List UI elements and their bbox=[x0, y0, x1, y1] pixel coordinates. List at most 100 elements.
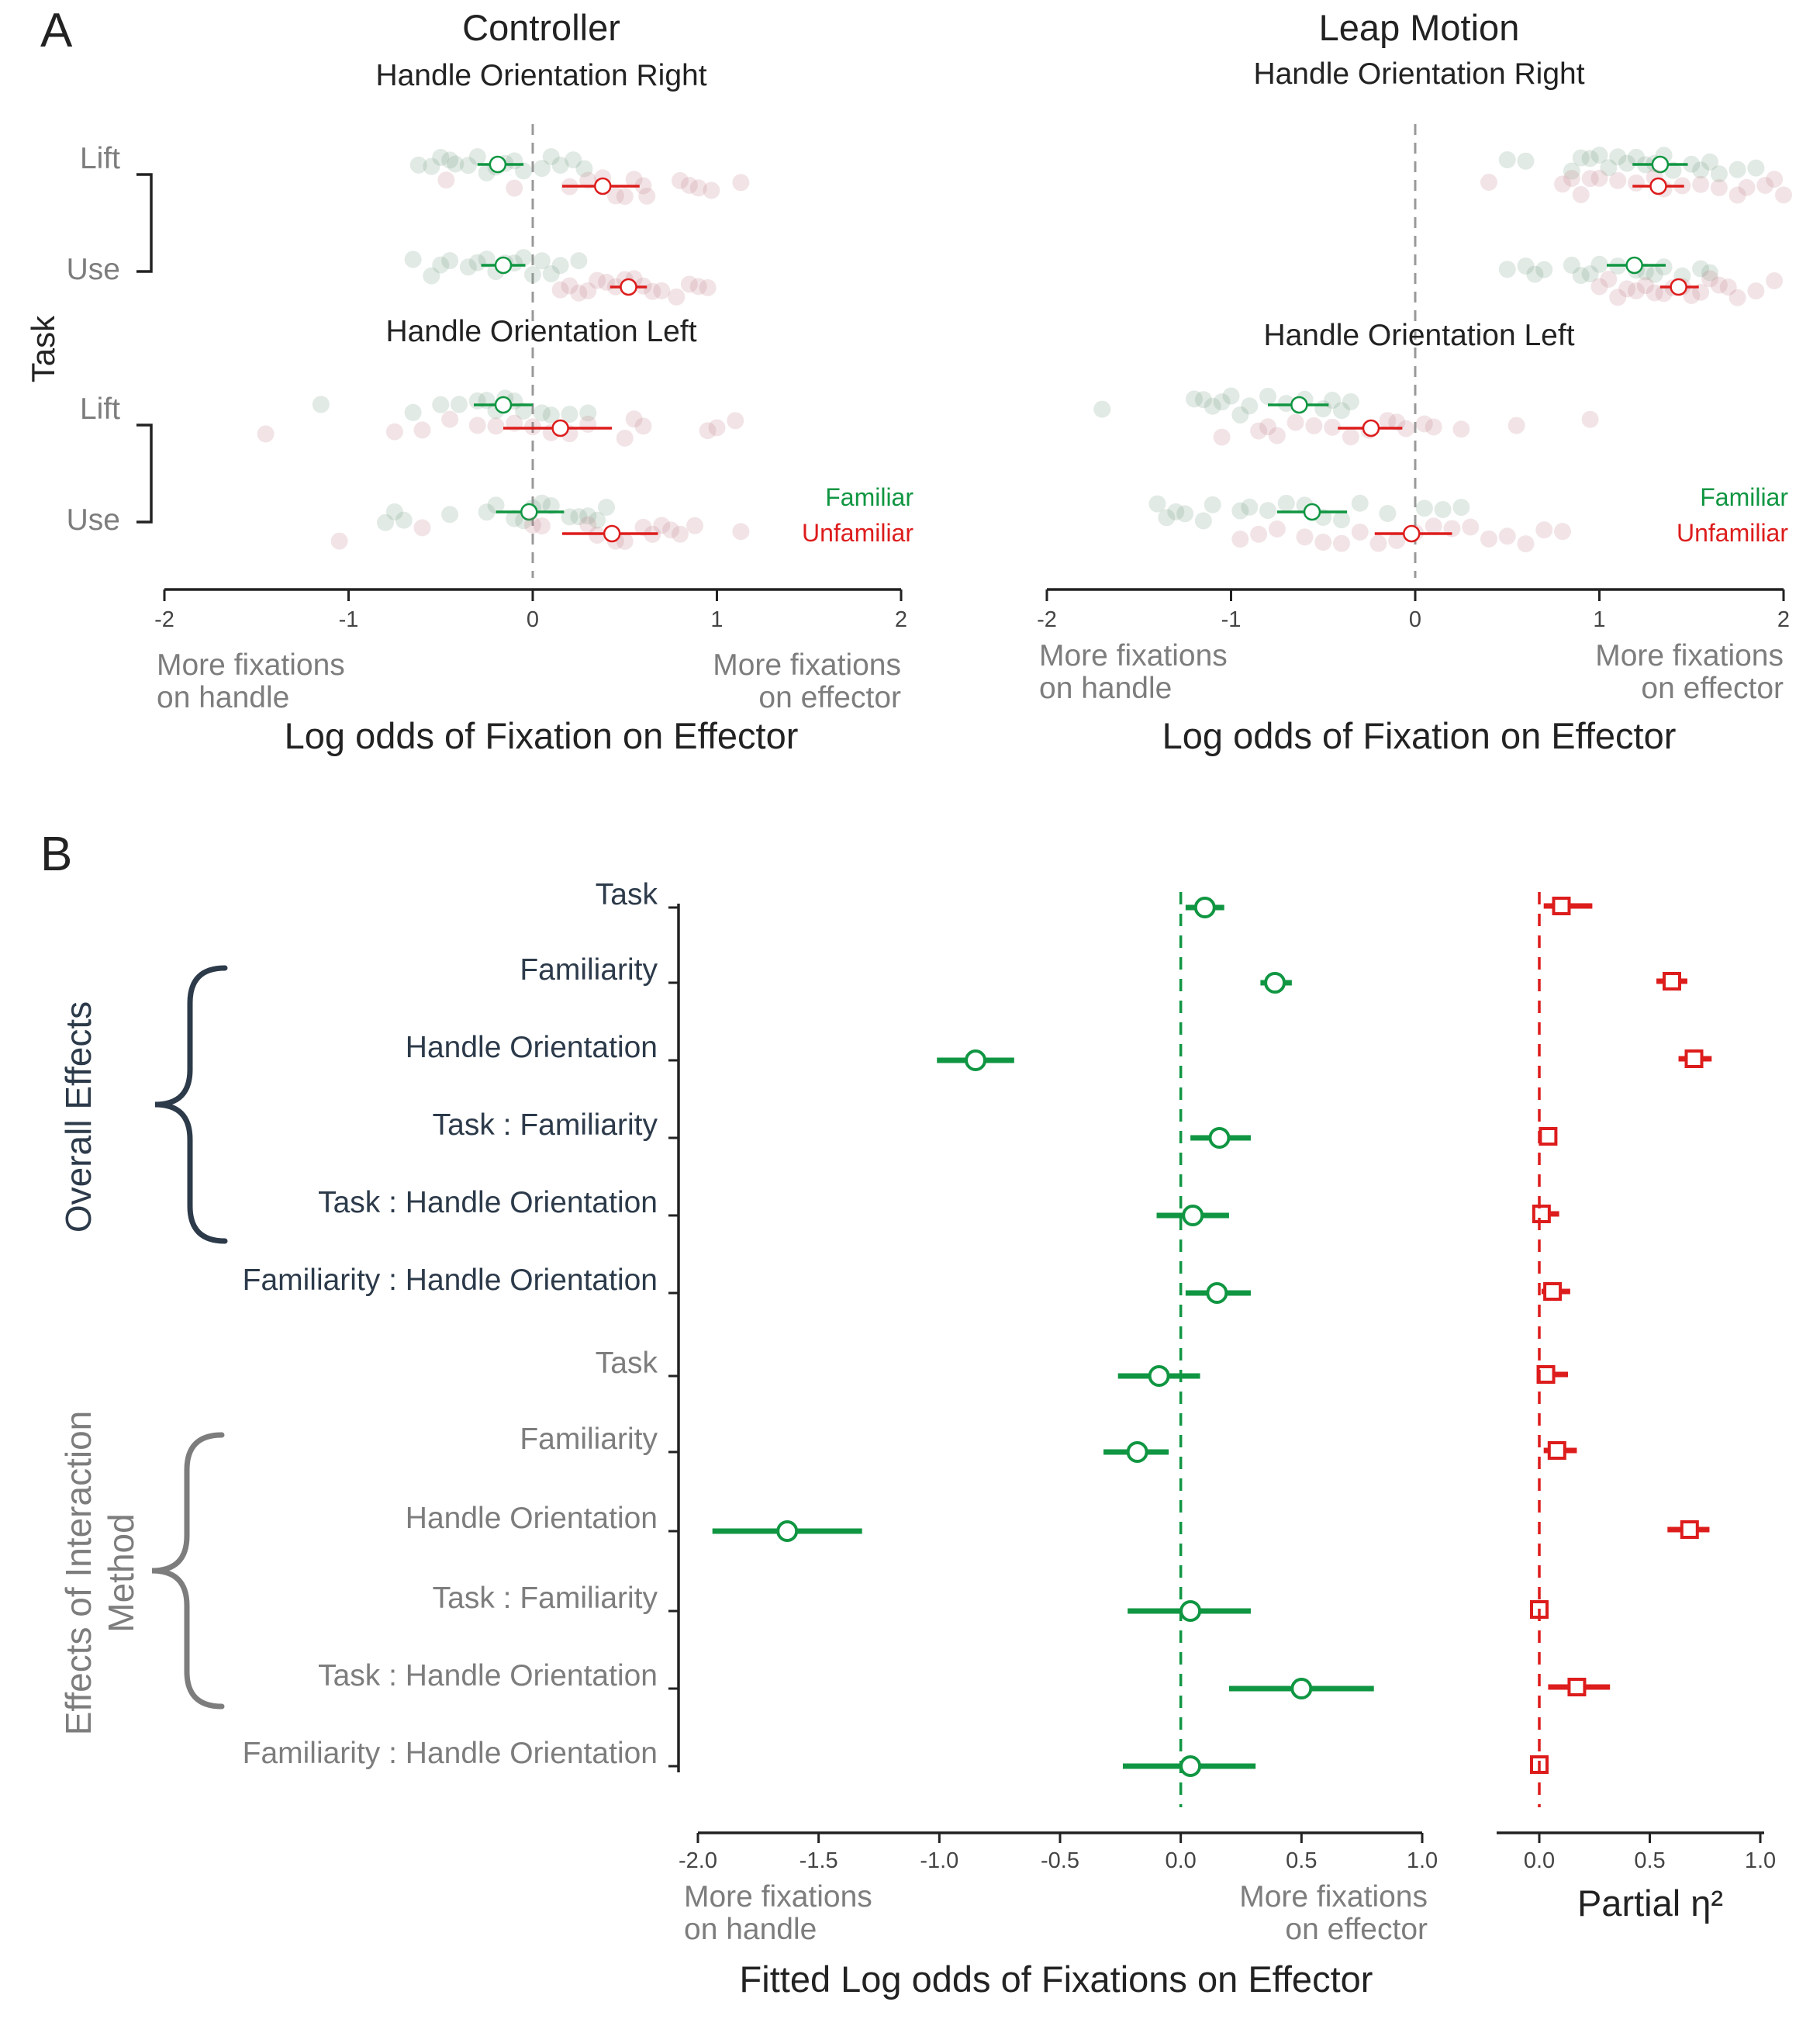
data-point bbox=[413, 519, 431, 537]
x-tick-label: 2 bbox=[895, 607, 907, 632]
data-point bbox=[1655, 285, 1673, 303]
x-tick-label: 1.0 bbox=[1745, 1848, 1776, 1873]
data-point bbox=[542, 264, 560, 282]
subpanel-title: Handle Orientation Left bbox=[1263, 319, 1574, 352]
data-point bbox=[312, 396, 330, 413]
x-axis-title-estimate: Fitted Log odds of Fixations on Effector bbox=[740, 1959, 1373, 2000]
data-point bbox=[1581, 170, 1599, 188]
data-point bbox=[1728, 289, 1746, 306]
data-point bbox=[1277, 494, 1295, 512]
data-point bbox=[1728, 161, 1746, 178]
data-point bbox=[1628, 174, 1645, 192]
data-point bbox=[1286, 413, 1304, 431]
data-point bbox=[561, 508, 578, 526]
data-point bbox=[459, 258, 477, 276]
panel-b-label: B bbox=[40, 828, 72, 881]
data-point bbox=[478, 250, 496, 268]
legend-familiar: Familiar bbox=[825, 483, 913, 511]
note-more-fixations-effector: on effector bbox=[1641, 672, 1784, 705]
note-more-fixations-handle: More fixations bbox=[684, 1880, 872, 1914]
data-point bbox=[1425, 517, 1442, 535]
data-point bbox=[1498, 150, 1516, 168]
data-point bbox=[668, 288, 686, 306]
data-point bbox=[598, 498, 615, 516]
task-label-lift: Lift bbox=[80, 392, 120, 426]
effect-label: Task bbox=[596, 878, 658, 911]
data-point bbox=[1775, 186, 1792, 204]
data-point bbox=[524, 266, 541, 284]
data-point bbox=[1333, 511, 1350, 529]
data-point bbox=[579, 404, 597, 422]
eta-marker bbox=[1567, 1678, 1587, 1696]
data-point bbox=[437, 171, 455, 189]
data-point bbox=[385, 503, 403, 520]
note-more-fixations-effector: More fixations bbox=[713, 648, 901, 682]
x-tick-label: -1.5 bbox=[799, 1848, 838, 1873]
data-point bbox=[1692, 161, 1710, 179]
data-point bbox=[1728, 186, 1746, 204]
x-tick-label: -2 bbox=[154, 607, 174, 632]
data-point bbox=[1259, 387, 1276, 405]
effect-label: Task : Familiarity bbox=[433, 1108, 658, 1142]
data-point bbox=[1563, 162, 1580, 180]
data-point bbox=[1250, 422, 1268, 440]
data-point bbox=[1213, 428, 1231, 446]
x-tick-label: 0 bbox=[527, 607, 539, 632]
legend-unfamiliar: Unfamiliar bbox=[802, 519, 913, 547]
data-point bbox=[524, 516, 541, 534]
data-point bbox=[1517, 257, 1535, 275]
data-point bbox=[1609, 171, 1627, 189]
data-point bbox=[625, 171, 643, 188]
data-point bbox=[1646, 284, 1663, 302]
data-point bbox=[1176, 505, 1194, 523]
mean-marker bbox=[620, 278, 637, 296]
data-point bbox=[1701, 264, 1718, 282]
panel-title: Leap Motion bbox=[1319, 7, 1520, 48]
brace-interaction-method bbox=[151, 1432, 225, 1710]
data-point bbox=[1388, 413, 1406, 431]
data-point bbox=[524, 418, 541, 436]
data-point bbox=[1581, 150, 1599, 168]
data-point bbox=[395, 511, 413, 529]
data-point bbox=[589, 526, 606, 544]
data-point bbox=[1535, 261, 1553, 278]
mean-marker bbox=[1649, 177, 1667, 195]
data-point bbox=[680, 176, 698, 194]
panel-a-label: A bbox=[40, 4, 73, 57]
data-point bbox=[616, 532, 634, 550]
data-point bbox=[732, 174, 750, 192]
mean-marker bbox=[551, 419, 569, 437]
data-point bbox=[1710, 276, 1728, 294]
data-point bbox=[1747, 282, 1765, 300]
note-more-fixations-effector: More fixations bbox=[1239, 1880, 1428, 1914]
data-point bbox=[1425, 418, 1442, 436]
data-point bbox=[589, 511, 606, 529]
data-point bbox=[1480, 173, 1497, 191]
data-point bbox=[1231, 502, 1249, 520]
note-more-fixations-effector: More fixations bbox=[1595, 639, 1784, 672]
data-point bbox=[1526, 265, 1544, 283]
task-label-use: Use bbox=[67, 503, 120, 537]
data-point bbox=[606, 187, 624, 205]
data-point bbox=[689, 179, 707, 197]
data-point bbox=[1231, 406, 1249, 424]
data-point bbox=[1158, 509, 1176, 527]
effect-label: Task : Handle Orientation bbox=[318, 1186, 658, 1219]
data-point bbox=[542, 406, 560, 424]
note-more-fixations-effector: on effector bbox=[1285, 1913, 1428, 1946]
data-point bbox=[432, 256, 450, 274]
note-more-fixations-handle: More fixations bbox=[157, 648, 345, 682]
data-point bbox=[579, 282, 597, 299]
data-point bbox=[686, 517, 703, 534]
data-point bbox=[1397, 420, 1415, 437]
data-point bbox=[1379, 412, 1397, 430]
data-point bbox=[432, 396, 450, 413]
estimate-marker bbox=[1290, 1678, 1313, 1699]
data-point bbox=[565, 151, 582, 169]
estimate-marker bbox=[1126, 1441, 1148, 1463]
data-point bbox=[423, 267, 440, 285]
data-point bbox=[1572, 149, 1590, 167]
data-point bbox=[441, 252, 459, 270]
task-axis-label: Task bbox=[25, 315, 61, 382]
data-point bbox=[468, 148, 486, 166]
